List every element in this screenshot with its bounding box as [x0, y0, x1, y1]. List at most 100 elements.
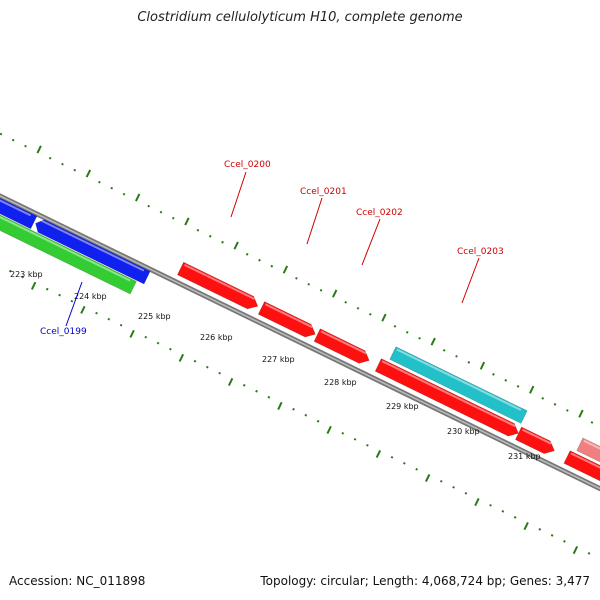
feature-highlight: [570, 452, 600, 469]
outer-tick: [295, 276, 298, 280]
outer-tick-ring: [0, 132, 594, 424]
inner-tick: [95, 311, 98, 315]
outer-tick: [405, 330, 409, 334]
inner-tick: [30, 281, 37, 290]
inner-tick: [353, 437, 357, 441]
outer-tick: [393, 324, 397, 328]
gene-faded: [576, 437, 600, 463]
outer-tick: [258, 258, 261, 262]
gene-reverse-a: [0, 197, 38, 230]
inner-tick: [45, 287, 49, 291]
inner-tick: [474, 498, 480, 507]
inner-tick: [326, 425, 332, 435]
outer-tick: [110, 186, 114, 190]
outer-tick: [479, 361, 486, 370]
feature-highlight: [522, 428, 552, 445]
feature-highlight: [184, 263, 256, 300]
outer-tick: [565, 409, 569, 412]
outer-tick: [467, 361, 471, 364]
outer-tick: [171, 216, 175, 220]
inner-tick: [403, 461, 406, 465]
backbone-highlight: [0, 195, 600, 490]
genome-backbone: [0, 193, 600, 492]
inner-tick: [242, 383, 246, 387]
scale-label: 224 kbp: [74, 292, 107, 301]
inner-tick: [425, 473, 431, 483]
outer-tick: [504, 379, 508, 382]
callout-line: [230, 171, 247, 218]
feature-highlight: [381, 360, 516, 428]
outer-tick: [516, 385, 520, 388]
inner-tick: [144, 335, 148, 339]
inner-tick: [513, 516, 517, 519]
gene-label-ccel-0201: Ccel_0201: [300, 187, 347, 197]
outer-tick: [344, 300, 348, 304]
gene-label-ccel-0203: Ccel_0203: [457, 247, 504, 257]
inner-tick: [58, 293, 61, 297]
scale-label: 228 kbp: [324, 378, 357, 387]
scale-label: 229 kbp: [386, 402, 419, 411]
outer-tick: [430, 337, 436, 346]
outer-tick: [221, 240, 224, 244]
backbone-line: [0, 193, 600, 492]
scale-labels: 223 kbp 224 kbp 225 kbp 226 kbp 227 kbp 228 k…: [10, 270, 541, 461]
inner-tick: [523, 522, 529, 531]
gene-misc: [0, 214, 137, 295]
inner-tick: [21, 275, 24, 279]
inner-tick: [316, 419, 320, 423]
feature-track: [0, 197, 600, 482]
gene-forward-c: [514, 426, 555, 454]
outer-tick: [356, 306, 360, 310]
outer-tick: [418, 336, 421, 340]
gene-ccel-0199: [35, 219, 151, 285]
outer-tick: [233, 241, 239, 250]
scale-label: 225 kbp: [138, 312, 171, 321]
outer-tick: [442, 349, 446, 352]
inner-tick: [292, 407, 295, 411]
gene-label-ccel-0202: Ccel_0202: [356, 208, 403, 218]
outer-tick: [135, 193, 141, 202]
inner-tick: [550, 534, 554, 537]
inner-tick: [415, 467, 418, 471]
gene-forward-d: [563, 450, 600, 482]
accession-text: Accession: NC_011898: [9, 574, 146, 588]
outer-tick: [61, 162, 64, 166]
outer-tick: [0, 132, 3, 136]
outer-tick: [73, 168, 77, 172]
inner-tick: [169, 347, 172, 351]
inner-tick-ring: [8, 269, 591, 555]
feature-highlight: [39, 218, 145, 272]
inner-tick: [227, 377, 234, 386]
outer-tick: [578, 409, 584, 418]
outer-tick: [208, 234, 212, 238]
feature-highlight: [264, 303, 313, 328]
outer-tick: [368, 312, 372, 316]
inner-tick: [501, 510, 505, 513]
inner-tick: [255, 389, 258, 393]
outer-tick: [147, 204, 151, 208]
outer-tick: [85, 169, 92, 178]
inner-tick: [563, 540, 566, 543]
inner-tick: [439, 479, 443, 483]
feature-highlight: [0, 216, 131, 282]
inner-tick: [464, 491, 468, 495]
inner-tick: [572, 546, 579, 555]
inner-tick: [304, 413, 308, 417]
scale-label: 223 kbp: [10, 270, 43, 279]
outer-tick: [196, 228, 200, 232]
outer-tick: [48, 156, 52, 160]
feature-highlight: [396, 348, 522, 411]
inner-tick: [205, 365, 209, 369]
gene-ccel-0202: [313, 328, 370, 364]
scale-label: 227 kbp: [262, 355, 295, 364]
inner-tick: [538, 528, 542, 531]
outer-tick: [319, 288, 323, 292]
outer-tick: [159, 210, 163, 214]
gene-ccel-0200: [176, 261, 259, 310]
inner-tick: [119, 323, 123, 327]
outer-tick: [590, 421, 594, 424]
inner-tick: [390, 455, 394, 459]
outer-tick: [245, 252, 249, 256]
